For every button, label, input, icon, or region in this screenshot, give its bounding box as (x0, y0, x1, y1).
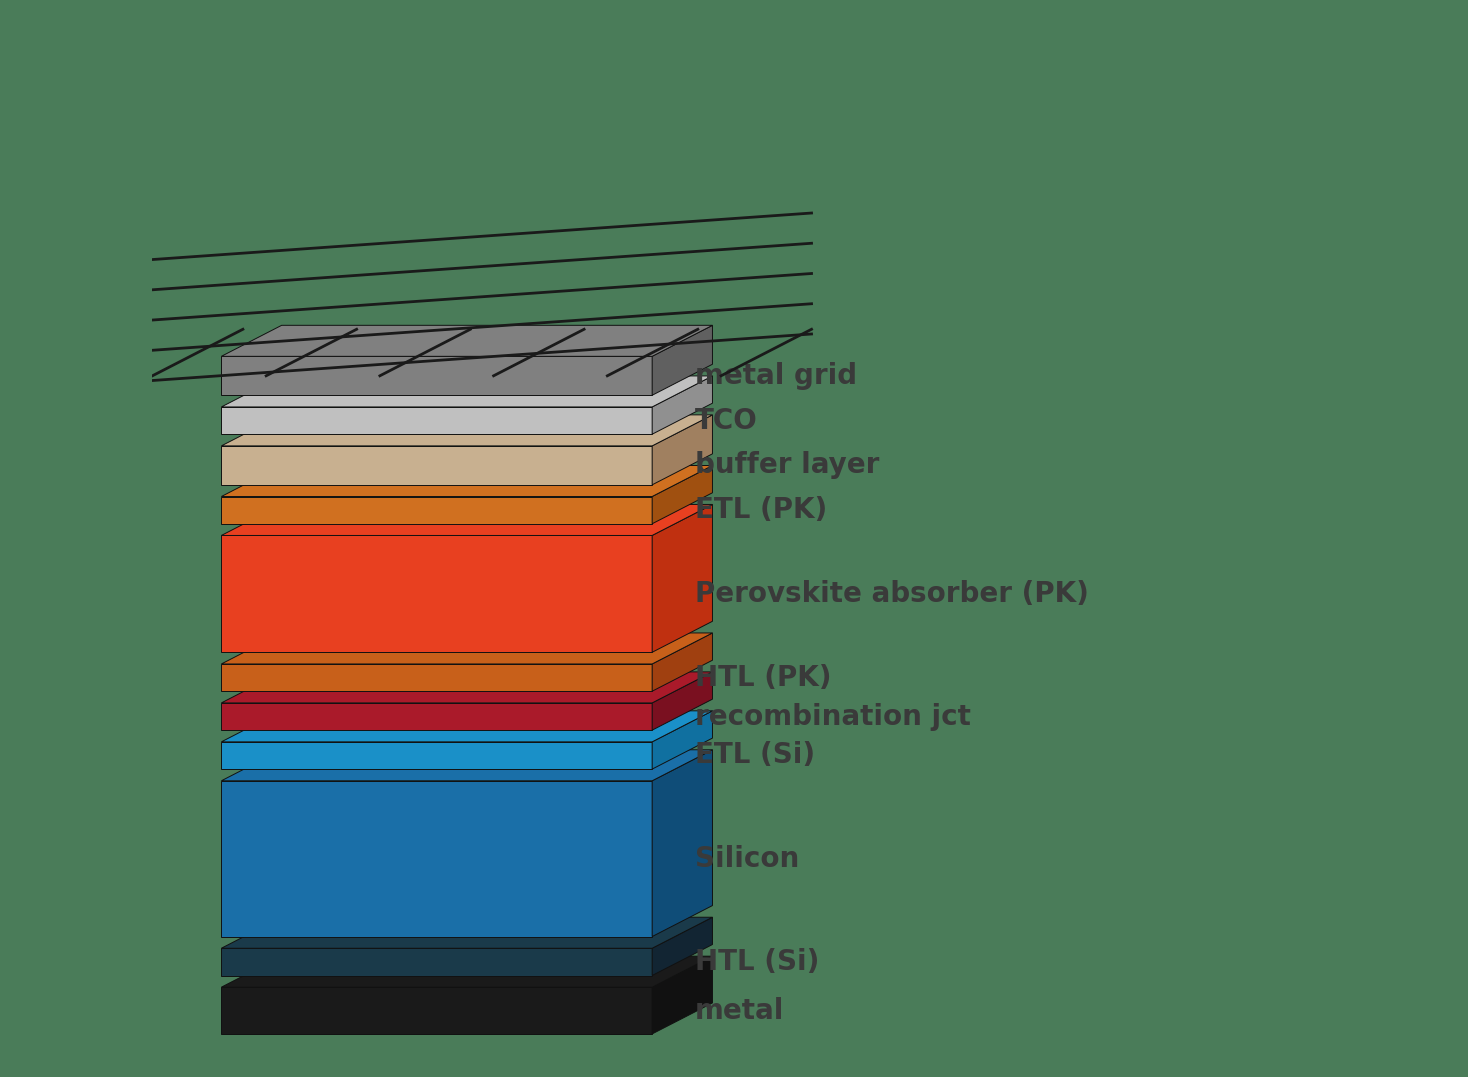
Polygon shape (222, 918, 712, 948)
Polygon shape (222, 535, 652, 653)
Polygon shape (222, 663, 652, 691)
Polygon shape (222, 703, 652, 730)
Text: recombination jct: recombination jct (696, 702, 972, 730)
Polygon shape (652, 711, 712, 769)
Polygon shape (222, 781, 652, 937)
Polygon shape (222, 356, 652, 395)
Polygon shape (652, 504, 712, 653)
Polygon shape (222, 672, 712, 703)
Text: ETL (PK): ETL (PK) (696, 496, 828, 524)
Polygon shape (222, 742, 652, 769)
Text: Perovskite absorber (PK): Perovskite absorber (PK) (696, 579, 1089, 607)
Polygon shape (222, 711, 712, 742)
Polygon shape (222, 325, 712, 356)
Text: metal grid: metal grid (696, 362, 857, 390)
Text: TCO: TCO (696, 407, 757, 435)
Polygon shape (222, 407, 652, 434)
Polygon shape (652, 415, 712, 485)
Polygon shape (222, 948, 652, 976)
Polygon shape (222, 988, 652, 1034)
Polygon shape (652, 465, 712, 523)
Text: HTL (PK): HTL (PK) (696, 663, 832, 691)
Polygon shape (652, 376, 712, 434)
Polygon shape (652, 750, 712, 937)
Polygon shape (222, 633, 712, 663)
Text: HTL (Si): HTL (Si) (696, 948, 819, 976)
Polygon shape (222, 956, 712, 988)
Polygon shape (222, 376, 712, 407)
Polygon shape (652, 956, 712, 1034)
Polygon shape (652, 918, 712, 976)
Polygon shape (222, 750, 712, 781)
Polygon shape (222, 465, 712, 496)
Polygon shape (222, 496, 652, 523)
Text: Silicon: Silicon (696, 844, 800, 872)
Polygon shape (222, 446, 652, 485)
Polygon shape (222, 504, 712, 535)
Polygon shape (222, 415, 712, 446)
Polygon shape (652, 325, 712, 395)
Text: ETL (Si): ETL (Si) (696, 741, 815, 769)
Text: buffer layer: buffer layer (696, 451, 879, 479)
Polygon shape (652, 672, 712, 730)
Polygon shape (652, 633, 712, 691)
Text: metal: metal (696, 996, 784, 1024)
